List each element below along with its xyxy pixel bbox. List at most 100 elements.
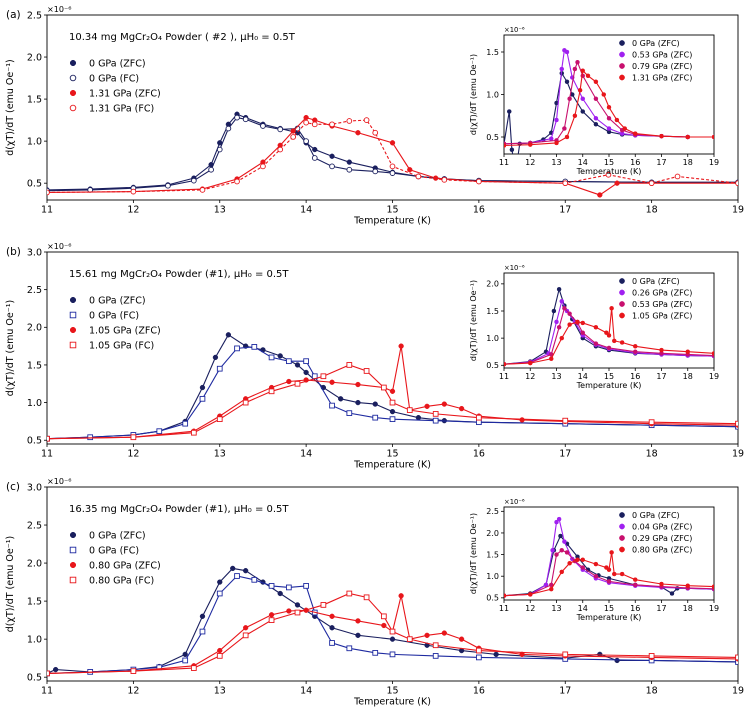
data-point (199, 384, 206, 391)
data-point (580, 68, 585, 73)
data-point (286, 584, 292, 591)
data-point (251, 344, 258, 350)
series-0-80-gpa-fc- (47, 590, 738, 677)
inset-frame (503, 34, 715, 155)
legend-label: 0.80 GPa (FC) (89, 576, 154, 587)
data-point (389, 399, 396, 406)
inset-legend-label: 0.29 GPa (ZFC) (632, 534, 692, 543)
data-point (458, 636, 465, 642)
inset-y-tick-label: 1.0 (486, 334, 499, 343)
data-point (633, 131, 638, 136)
data-point (580, 557, 585, 563)
data-point (381, 622, 387, 629)
main-x-tick-label: 11 (41, 449, 53, 460)
inset: 11 12 13 14 15 16 17 18 19 0.5 1.0 1.5 2.0 ×10⁻⁶ Tempe… (469, 264, 719, 390)
inset-y-tick-label: 2.0 (486, 280, 499, 289)
legend-marker (69, 561, 77, 569)
main-x-tick-label: 13 (214, 686, 226, 697)
data-point (329, 625, 335, 631)
panel-label: (a) (6, 9, 21, 21)
data-point (567, 311, 572, 316)
data-point (268, 354, 275, 361)
data-point (559, 569, 564, 575)
data-point (346, 410, 353, 416)
data-point (230, 565, 236, 572)
data-point (549, 586, 554, 592)
data-point (564, 49, 570, 55)
inset-y-tick-label: 1.5 (486, 550, 499, 559)
main-x-tick-label: 14 (300, 686, 312, 697)
data-point (476, 414, 482, 421)
data-point (286, 608, 292, 614)
inset-x-tick-label: 19 (709, 604, 719, 613)
data-point (346, 362, 353, 368)
inset: 11 12 13 14 15 16 17 18 19 0.5 1.0 1.5 ×10⁻⁶ Temperat… (469, 26, 719, 176)
data-point (372, 168, 379, 175)
data-point (593, 341, 599, 346)
main-x-tick-label: 12 (127, 686, 139, 697)
inset-x-tick-label: 11 (499, 158, 509, 167)
data-point (355, 632, 361, 639)
data-point (432, 417, 439, 424)
data-point (685, 583, 690, 588)
main-x-axis-label: Temperature (K) (353, 459, 431, 470)
series-1-05-gpa-fc- (47, 362, 738, 442)
data-point (130, 434, 137, 441)
inset-legend-marker (619, 51, 625, 58)
data-point (182, 657, 189, 664)
data-point (389, 140, 396, 146)
legend-label: 0 GPa (ZFC) (89, 59, 146, 70)
data-point (311, 121, 318, 128)
inset-legend-label: 0.04 GPa (ZFC) (632, 523, 692, 532)
data-point (493, 651, 499, 658)
data-point (567, 560, 572, 566)
data-point (433, 175, 439, 181)
main-y-tick-label: 0.5 (27, 673, 42, 684)
data-point (372, 414, 379, 421)
inset-legend-marker (619, 512, 625, 518)
inset-legend-label: 0 GPa (ZFC) (632, 39, 680, 48)
main-x-tick-label: 18 (646, 686, 658, 697)
inset-legend-marker (619, 63, 625, 69)
series-0-80-gpa-zfc- (504, 550, 714, 598)
legend-label: 0 GPa (ZFC) (89, 296, 146, 307)
data-point (303, 138, 309, 144)
data-point (234, 573, 240, 579)
data-point (47, 670, 50, 677)
data-point (554, 117, 559, 123)
inset-x-tick-label: 15 (604, 158, 614, 167)
panel-label: (c) (6, 481, 20, 493)
data-point (580, 96, 585, 101)
data-point (685, 349, 690, 354)
data-point (606, 567, 612, 572)
data-point (389, 388, 396, 394)
main-x-tick-label: 18 (646, 449, 658, 460)
data-point (303, 583, 309, 589)
inset-x-tick-label: 15 (604, 604, 614, 613)
data-point (424, 403, 430, 410)
data-point (593, 325, 599, 330)
data-point (685, 134, 690, 140)
data-point (605, 171, 612, 178)
main-x-tick-label: 15 (386, 205, 398, 216)
inset-legend: 0 GPa (ZFC) 0.04 GPa (ZFC) 0.29 GPa (ZFC) 0… (619, 511, 692, 555)
legend-marker (69, 104, 77, 112)
data-point (398, 343, 404, 349)
inset-legend-marker (619, 312, 625, 319)
data-point (190, 177, 197, 184)
inset-y-tick-label: 1.0 (486, 90, 499, 99)
inset-x-tick-label: 13 (551, 604, 561, 613)
legend-marker (69, 296, 77, 304)
data-point (389, 408, 396, 415)
data-point (648, 419, 655, 426)
data-point (338, 396, 344, 402)
data-point (216, 590, 223, 597)
data-point (182, 420, 189, 427)
main-x-axis-label: Temperature (K) (353, 696, 431, 707)
inset-legend-marker (619, 289, 625, 296)
inset-y-tick-label: 0.5 (486, 133, 499, 142)
data-point (593, 122, 599, 127)
series-line (47, 346, 738, 440)
inset-legend: 0 GPa (ZFC) 0.26 GPa (ZFC) 0.53 GPa (ZFC) 1… (619, 277, 692, 321)
data-point (234, 345, 240, 352)
